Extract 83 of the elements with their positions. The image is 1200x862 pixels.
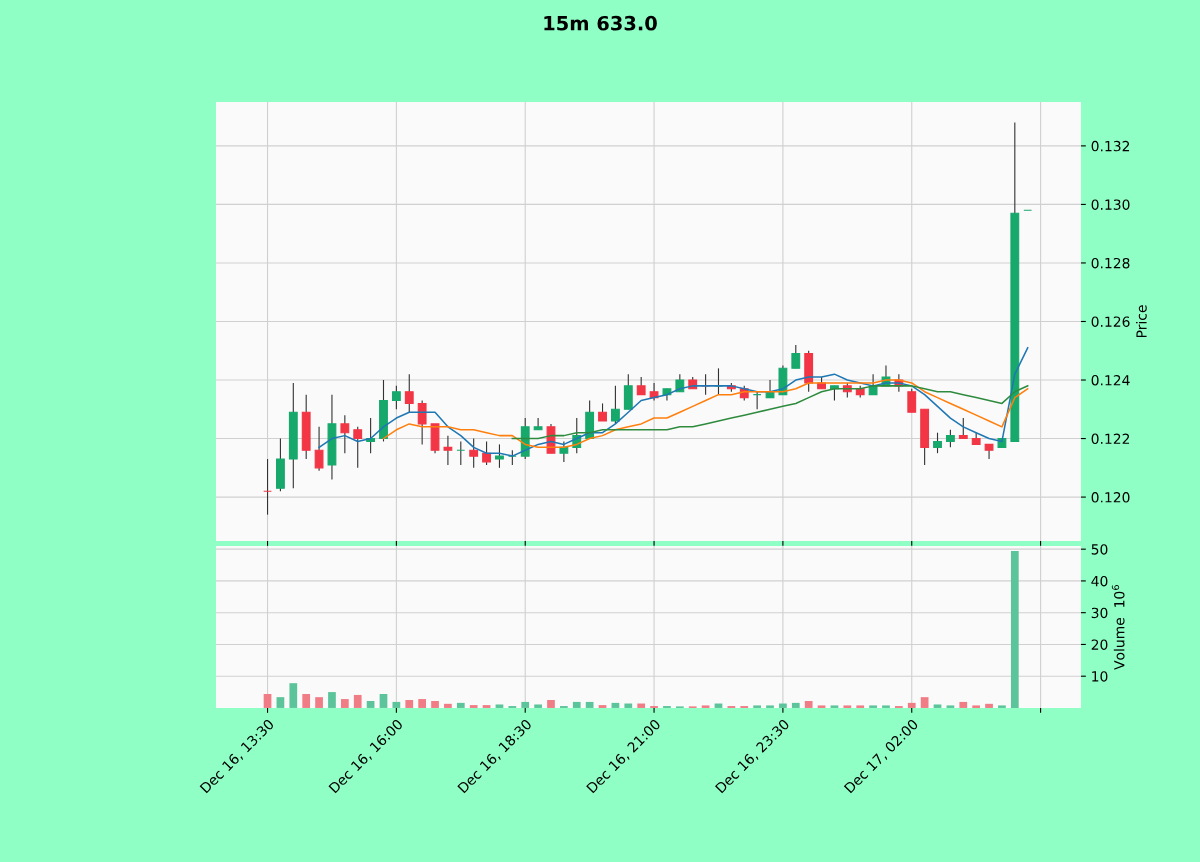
bar (1010, 551, 1019, 708)
y-tick-label: 0.128 (1091, 257, 1130, 269)
bar (791, 702, 800, 708)
candlestick (353, 426, 363, 469)
y-tick-label: 0.120 (1091, 492, 1130, 503)
bar (843, 705, 852, 708)
bar (353, 694, 362, 708)
bar (431, 700, 439, 708)
candlestick (907, 388, 917, 413)
candlestick (482, 440, 491, 466)
candlestick (559, 440, 569, 463)
candlestick (984, 443, 994, 460)
bar (946, 705, 955, 708)
bar (779, 703, 787, 708)
y-tick-label: 0.122 (1091, 433, 1130, 445)
candlestick (958, 417, 968, 440)
y-tick-label: 10 (1092, 671, 1108, 682)
bar (366, 700, 375, 708)
bar (882, 705, 890, 708)
bar (469, 705, 478, 708)
bar (753, 705, 761, 708)
candlestick (533, 417, 543, 431)
bar (856, 705, 865, 708)
bar (456, 702, 465, 708)
bar (418, 699, 427, 708)
y-tick-label: 0.126 (1091, 316, 1130, 327)
bar (598, 705, 607, 708)
y-tick-label: 0.132 (1091, 140, 1130, 152)
bar (611, 702, 620, 708)
bar (534, 704, 542, 708)
candlestick (495, 443, 504, 469)
bar (985, 703, 993, 708)
bar (869, 705, 877, 708)
bar (482, 705, 491, 708)
bar (920, 697, 929, 708)
y-tick-label: 20 (1091, 639, 1108, 650)
bar (572, 701, 581, 708)
candlestick (469, 437, 479, 469)
candlestick (791, 344, 801, 369)
bar (972, 705, 981, 708)
candlestick (340, 414, 350, 454)
y-tick-label: 0.124 (1091, 374, 1130, 386)
y-tick-label: 40 (1091, 575, 1108, 587)
bar (276, 697, 285, 708)
chart-title: 15m 633.0 (544, 15, 657, 31)
bar (637, 703, 646, 708)
bar (817, 705, 826, 708)
y-tick-label: 0.130 (1091, 199, 1130, 210)
candlestick (765, 379, 775, 399)
bar (766, 705, 774, 708)
candlestick (610, 385, 620, 425)
y-axis-title: Price (1136, 305, 1147, 338)
bar (701, 705, 710, 708)
bar (315, 697, 323, 708)
bar (444, 703, 452, 708)
candlestick (314, 426, 324, 472)
y-tick-label: 50 (1091, 544, 1108, 555)
bar (959, 701, 968, 708)
bar (379, 693, 388, 708)
y-axis-title: Volume 10$^{6}$ (1111, 585, 1125, 670)
candlestick (404, 373, 414, 413)
bar (328, 692, 336, 708)
bar (340, 699, 349, 708)
candlestick (391, 385, 401, 410)
candlestick (933, 432, 942, 454)
bar (933, 704, 942, 708)
bar (302, 693, 311, 708)
bar (998, 705, 1006, 708)
bar (289, 683, 298, 708)
bar (624, 703, 633, 708)
bar (521, 701, 530, 708)
candlestick (417, 399, 427, 445)
bar (907, 702, 916, 708)
bar (495, 704, 504, 708)
y-tick-label: 30 (1091, 607, 1108, 619)
bar (547, 700, 555, 708)
bar (830, 705, 839, 708)
bar (804, 700, 813, 708)
bar (405, 700, 414, 708)
candlestick (443, 435, 453, 466)
candlestick (623, 373, 633, 410)
bar (263, 693, 272, 708)
bar (585, 701, 594, 708)
